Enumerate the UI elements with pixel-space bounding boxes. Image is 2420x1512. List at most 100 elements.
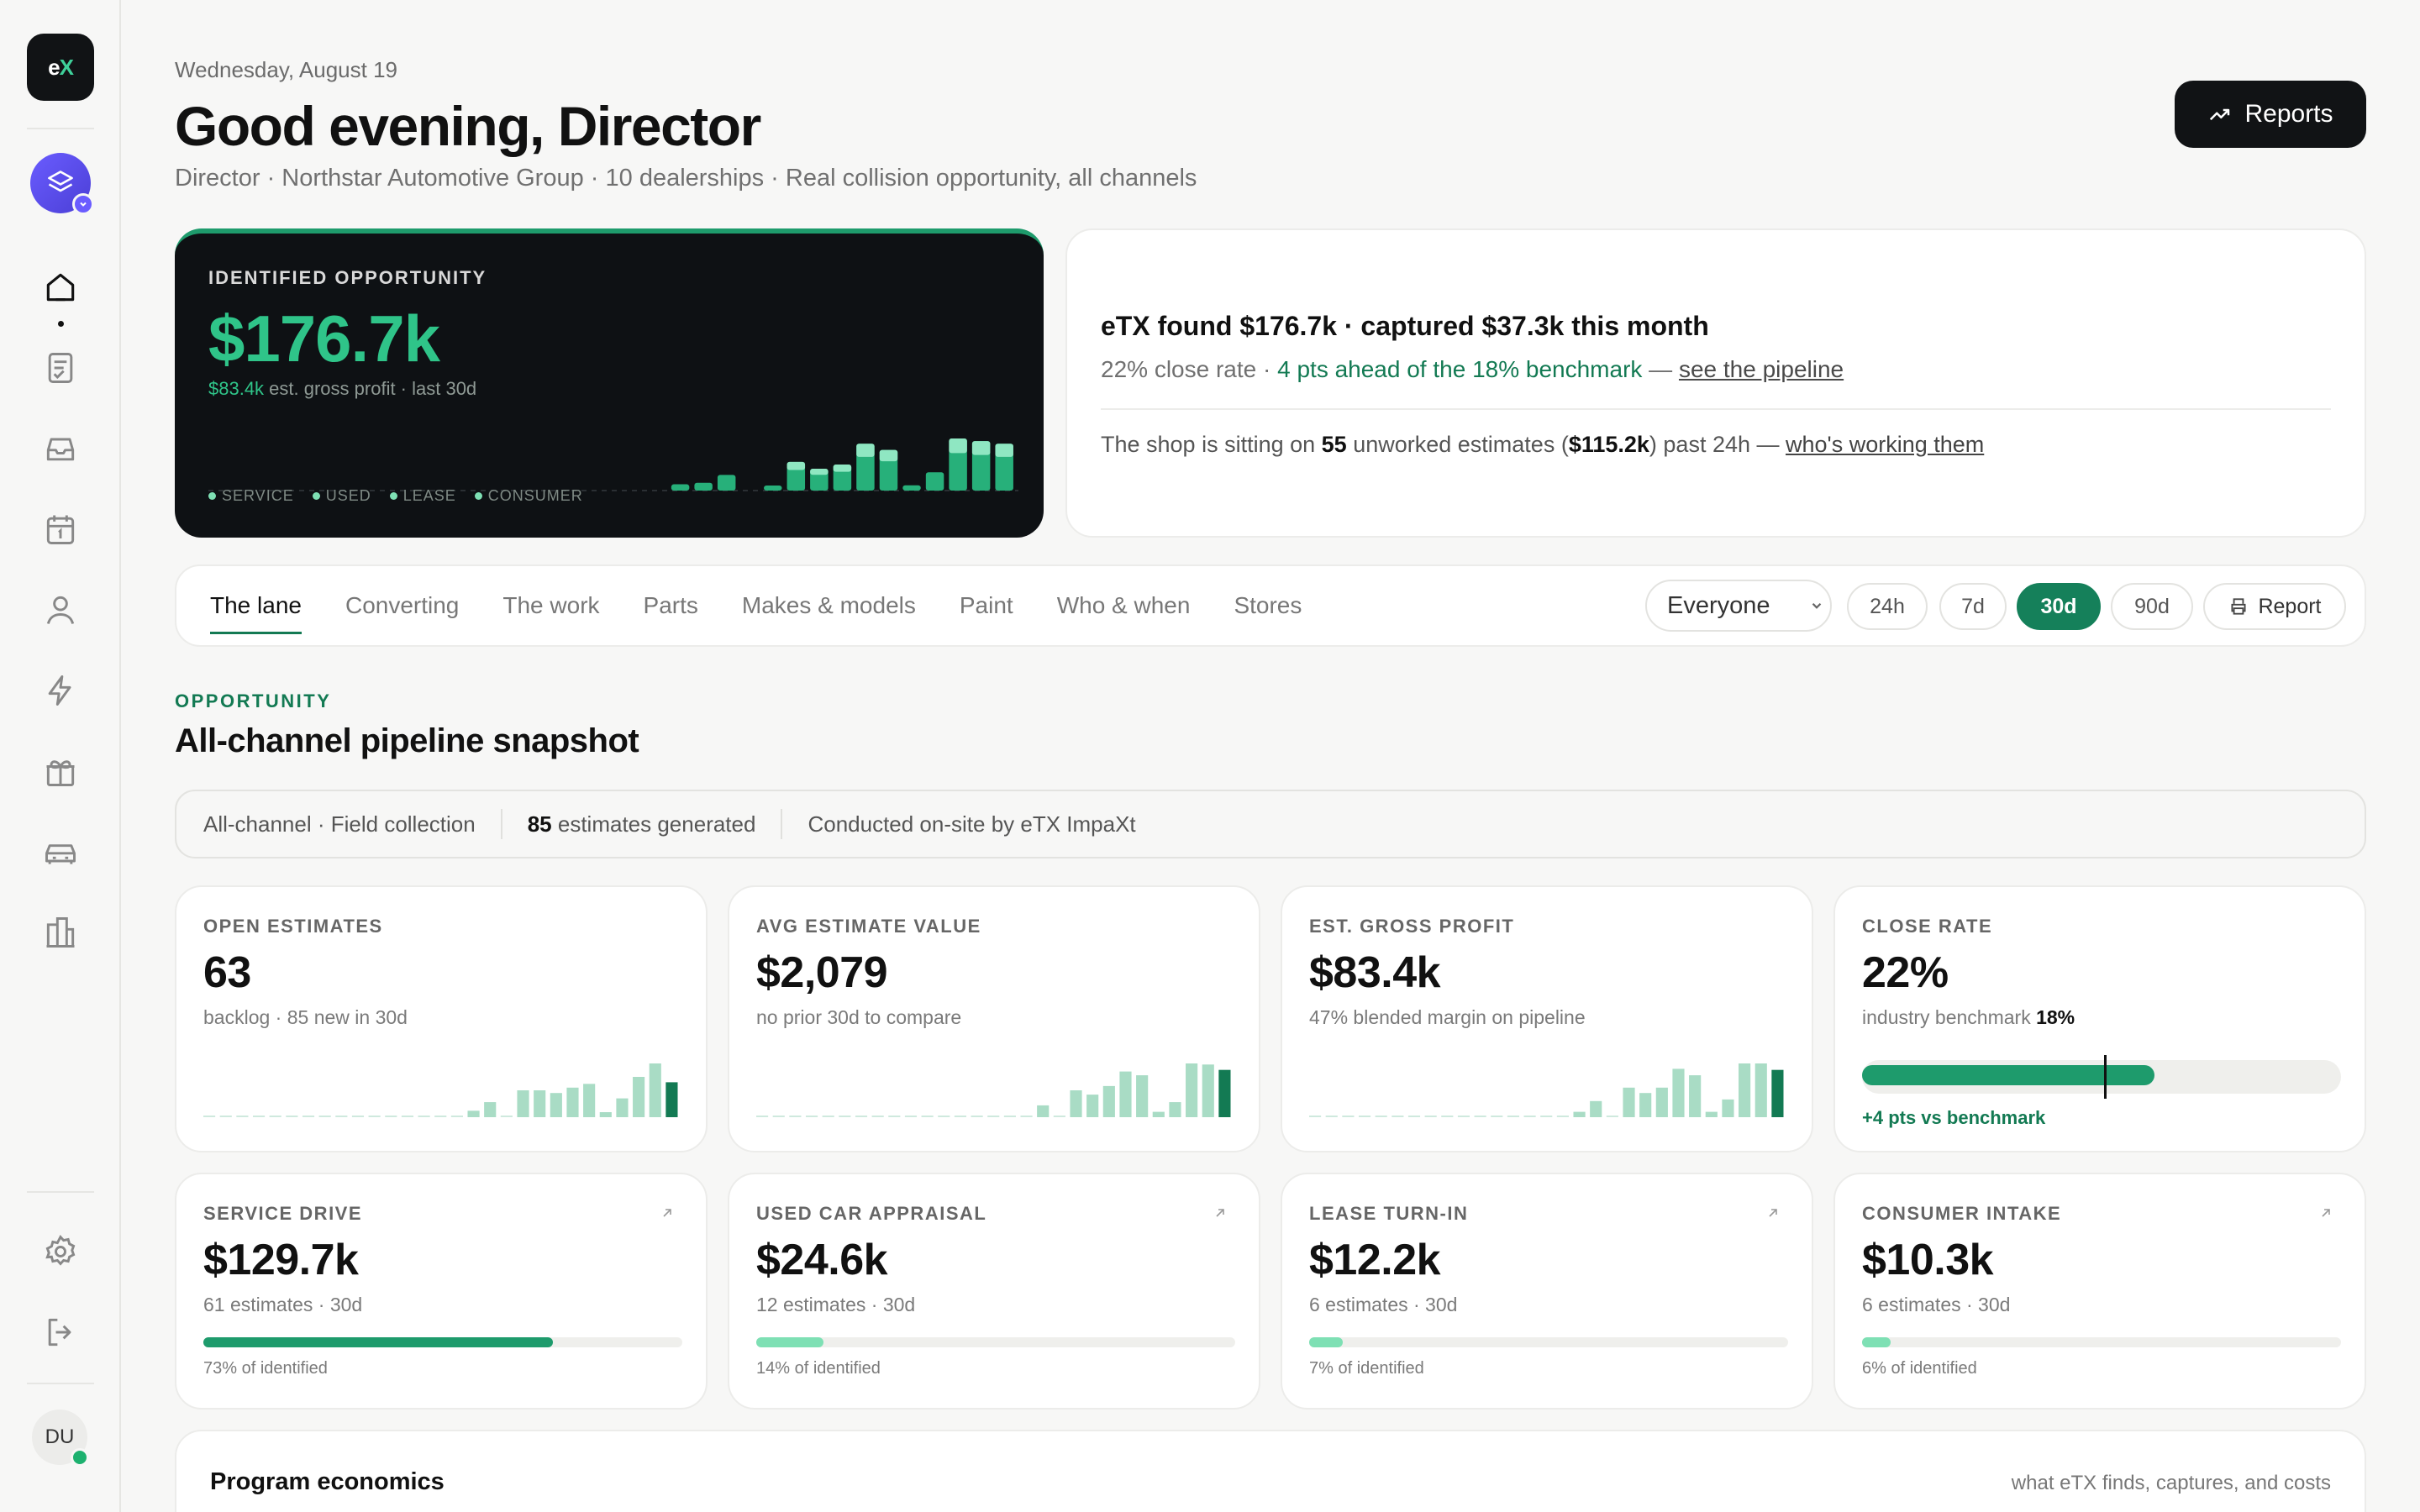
tab-converting[interactable]: Converting bbox=[345, 592, 460, 618]
main-content: Wednesday, August 19 Good evening, Direc… bbox=[175, 0, 2366, 1512]
reports-button[interactable]: Reports bbox=[2175, 81, 2366, 148]
spark-empty-bar bbox=[236, 1116, 249, 1117]
hero-bar bbox=[764, 486, 782, 491]
spark-bar bbox=[1739, 1063, 1751, 1117]
whos-working-link[interactable]: who's working them bbox=[1786, 432, 1985, 457]
spark-empty-bar bbox=[1424, 1116, 1437, 1117]
range-30d[interactable]: 30d bbox=[2017, 583, 2101, 630]
nav-home[interactable] bbox=[37, 264, 84, 311]
channel-card-lease-turn-in[interactable]: LEASE TURN-IN $12.2k 6 estimates · 30d 7… bbox=[1281, 1173, 1813, 1410]
sparkline-chart bbox=[1309, 1063, 1784, 1117]
nav-logout[interactable] bbox=[37, 1309, 84, 1356]
arrow-up-right-icon[interactable] bbox=[659, 1205, 676, 1221]
summary-card: eTX found $176.7k · captured $37.3k this… bbox=[1065, 228, 2366, 538]
hero-bar-segment bbox=[879, 449, 898, 462]
spark-bar bbox=[1169, 1102, 1181, 1117]
hero-bar bbox=[671, 484, 690, 491]
hero-label: IDENTIFIED OPPORTUNITY bbox=[208, 267, 487, 288]
spark-bar bbox=[1102, 1085, 1115, 1117]
metric-label: CLOSE RATE bbox=[1862, 916, 1993, 937]
nav-settings[interactable] bbox=[37, 1228, 84, 1275]
metric-card-avg-estimate[interactable]: AVG ESTIMATE VALUE $2,079 no prior 30d t… bbox=[728, 885, 1260, 1152]
spark-bar bbox=[1186, 1063, 1198, 1117]
channel-card-consumer-intake[interactable]: CONSUMER INTAKE $10.3k 6 estimates · 30d… bbox=[1833, 1173, 2366, 1410]
arrow-up-right-icon[interactable] bbox=[1212, 1205, 1228, 1221]
nav-estimates[interactable] bbox=[37, 344, 84, 391]
metric-value: $83.4k bbox=[1309, 948, 1441, 997]
spark-bar bbox=[1202, 1064, 1214, 1117]
online-status-dot bbox=[71, 1448, 89, 1467]
nav-calendar[interactable] bbox=[37, 506, 84, 553]
benchmark-delta-text: 4 pts ahead of the 18% benchmark bbox=[1277, 356, 1643, 382]
share-label: 14% of identified bbox=[756, 1359, 881, 1378]
share-track bbox=[203, 1337, 682, 1347]
buildings-icon bbox=[46, 917, 75, 948]
nav-automations[interactable] bbox=[37, 667, 84, 714]
tab-who-when[interactable]: Who & when bbox=[1056, 592, 1191, 618]
logout-icon bbox=[48, 1318, 71, 1347]
arrow-up-right-icon[interactable] bbox=[2317, 1205, 2334, 1221]
spark-empty-bar bbox=[1491, 1116, 1503, 1117]
metric-value: 63 bbox=[203, 948, 251, 997]
channel-card-used-car[interactable]: USED CAR APPRAISAL $24.6k 12 estimates ·… bbox=[728, 1173, 1260, 1410]
metric-card-open-estimates[interactable]: OPEN ESTIMATES 63 backlog · 85 new in 30… bbox=[175, 885, 708, 1152]
nav-inbox[interactable] bbox=[37, 425, 84, 472]
workspace-switcher[interactable] bbox=[30, 153, 94, 215]
spark-bar bbox=[1037, 1105, 1050, 1117]
range-7d[interactable]: 7d bbox=[1939, 583, 2007, 630]
info-estimates: 85 estimates generated bbox=[528, 811, 756, 837]
print-report-button[interactable]: Report bbox=[2203, 583, 2346, 630]
legend-item: CONSUMER bbox=[475, 487, 583, 505]
unworked-estimates-summary: The shop is sitting on 55 unworked estim… bbox=[1101, 432, 1984, 458]
range-90d[interactable]: 90d bbox=[2111, 583, 2193, 630]
tab-the-work[interactable]: The work bbox=[502, 592, 600, 618]
spark-empty-bar bbox=[1507, 1116, 1520, 1117]
spark-empty-bar bbox=[219, 1116, 232, 1117]
tab-stores[interactable]: Stores bbox=[1234, 592, 1302, 618]
nav-stores[interactable] bbox=[37, 909, 84, 956]
avatar[interactable]: DU bbox=[32, 1410, 89, 1467]
metric-card-gross-profit[interactable]: EST. GROSS PROFIT $83.4k 47% blended mar… bbox=[1281, 885, 1813, 1152]
tab-makes-models[interactable]: Makes & models bbox=[741, 592, 916, 618]
see-pipeline-link[interactable]: see the pipeline bbox=[1678, 356, 1844, 382]
user-icon bbox=[46, 596, 75, 624]
metric-card-close-rate[interactable]: CLOSE RATE 22% industry benchmark 18% +4… bbox=[1833, 885, 2366, 1152]
share-label: 73% of identified bbox=[203, 1359, 328, 1378]
hero-bar-segment bbox=[786, 461, 806, 470]
tab-parts[interactable]: Parts bbox=[643, 592, 698, 618]
spark-empty-bar bbox=[1392, 1116, 1404, 1117]
nav-rewards[interactable] bbox=[37, 748, 84, 795]
share-label: 7% of identified bbox=[1309, 1359, 1424, 1378]
arrow-up-right-icon[interactable] bbox=[1765, 1205, 1781, 1221]
channel-label: CONSUMER INTAKE bbox=[1862, 1203, 2062, 1224]
hero-subtext-rest: est. gross profit · last 30d bbox=[264, 378, 477, 399]
calendar-icon bbox=[46, 515, 75, 544]
metric-note: backlog · 85 new in 30d bbox=[203, 1006, 408, 1028]
sidebar-divider bbox=[27, 128, 94, 129]
metric-label: OPEN ESTIMATES bbox=[203, 916, 383, 937]
share-fill bbox=[1862, 1337, 1891, 1347]
spark-empty-bar bbox=[1407, 1116, 1421, 1117]
hero-legend: SERVICE USED LEASE CONSUMER bbox=[208, 487, 583, 505]
everyone-dropdown[interactable]: Everyone bbox=[1645, 580, 1832, 632]
info-separator bbox=[500, 809, 502, 839]
channel-note: 61 estimates · 30d bbox=[203, 1294, 363, 1315]
share-label: 6% of identified bbox=[1862, 1359, 1977, 1378]
sidebar-divider bbox=[27, 1383, 94, 1384]
spark-empty-bar bbox=[1358, 1116, 1371, 1117]
spark-bar bbox=[1689, 1075, 1702, 1117]
summary-title: eTX found $176.7k · captured $37.3k this… bbox=[1101, 311, 1709, 341]
spark-bar bbox=[1086, 1095, 1099, 1117]
nav-vehicles[interactable] bbox=[37, 828, 84, 875]
spark-bar bbox=[1623, 1087, 1635, 1117]
spark-bar bbox=[583, 1084, 596, 1117]
tab-paint[interactable]: Paint bbox=[959, 592, 1013, 618]
identified-opportunity-card[interactable]: IDENTIFIED OPPORTUNITY $176.7k $83.4k es… bbox=[175, 228, 1044, 538]
channel-card-service-drive[interactable]: SERVICE DRIVE $129.7k 61 estimates · 30d… bbox=[175, 1173, 708, 1410]
spark-empty-bar bbox=[1003, 1116, 1016, 1117]
tab-the-lane[interactable]: The lane bbox=[210, 592, 302, 634]
range-24h[interactable]: 24h bbox=[1847, 583, 1928, 630]
nav-people[interactable] bbox=[37, 586, 84, 633]
spark-empty-bar bbox=[1556, 1116, 1569, 1117]
